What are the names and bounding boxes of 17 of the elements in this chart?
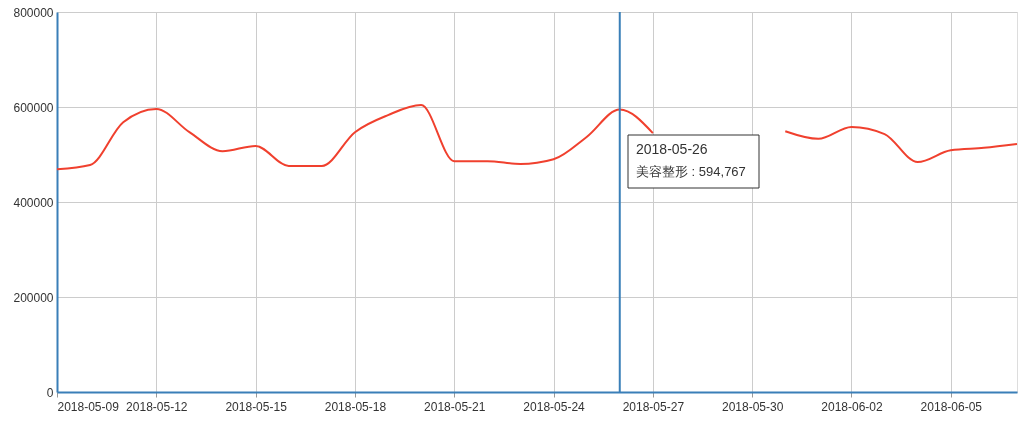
y-tick-label: 800000 xyxy=(13,5,54,20)
y-tick-label: 0 xyxy=(46,385,54,400)
y-tick-label: 400000 xyxy=(13,195,54,210)
y-tick-label: 200000 xyxy=(13,290,54,305)
x-tick-label: 2018-05-18 xyxy=(324,399,387,414)
x-tick-label: 2018-05-24 xyxy=(523,399,586,414)
x-tick-label: 2018-05-15 xyxy=(225,399,288,414)
y-tick-label: 600000 xyxy=(13,100,54,115)
x-tick-label: 2018-05-27 xyxy=(622,399,685,414)
annotation: 2018-05-26 xyxy=(636,141,708,157)
x-tick-label: 2018-05-09 xyxy=(57,399,120,414)
x-tick-label: 2018-05-21 xyxy=(424,399,486,414)
annotation: 美容整形 : 594,767 xyxy=(636,164,746,179)
x-tick-label: 2018-05-12 xyxy=(126,399,188,414)
x-tick-label: 2018-05-30 xyxy=(721,399,784,414)
x-tick-label: 2018-06-02 xyxy=(821,399,883,414)
x-tick-label: 2018-06-05 xyxy=(920,399,983,414)
